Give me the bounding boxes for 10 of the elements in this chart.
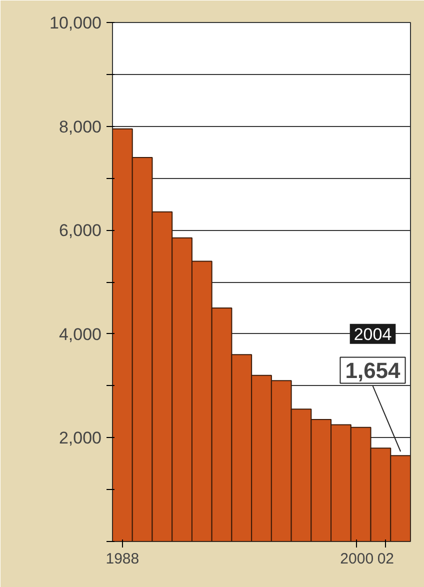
x-tick-label: 1988: [106, 550, 140, 568]
text: 6,000: [58, 221, 102, 240]
text: 2,000: [58, 428, 102, 448]
data-label: 1,654: [345, 358, 402, 384]
x-tick-label: 2000: [340, 550, 374, 568]
text: 10,000: [50, 14, 102, 32]
text: 8,000: [58, 117, 102, 136]
annotation: 2004: [354, 324, 392, 344]
x-tick-label: 02: [377, 550, 394, 568]
text: 4,000: [58, 324, 102, 344]
